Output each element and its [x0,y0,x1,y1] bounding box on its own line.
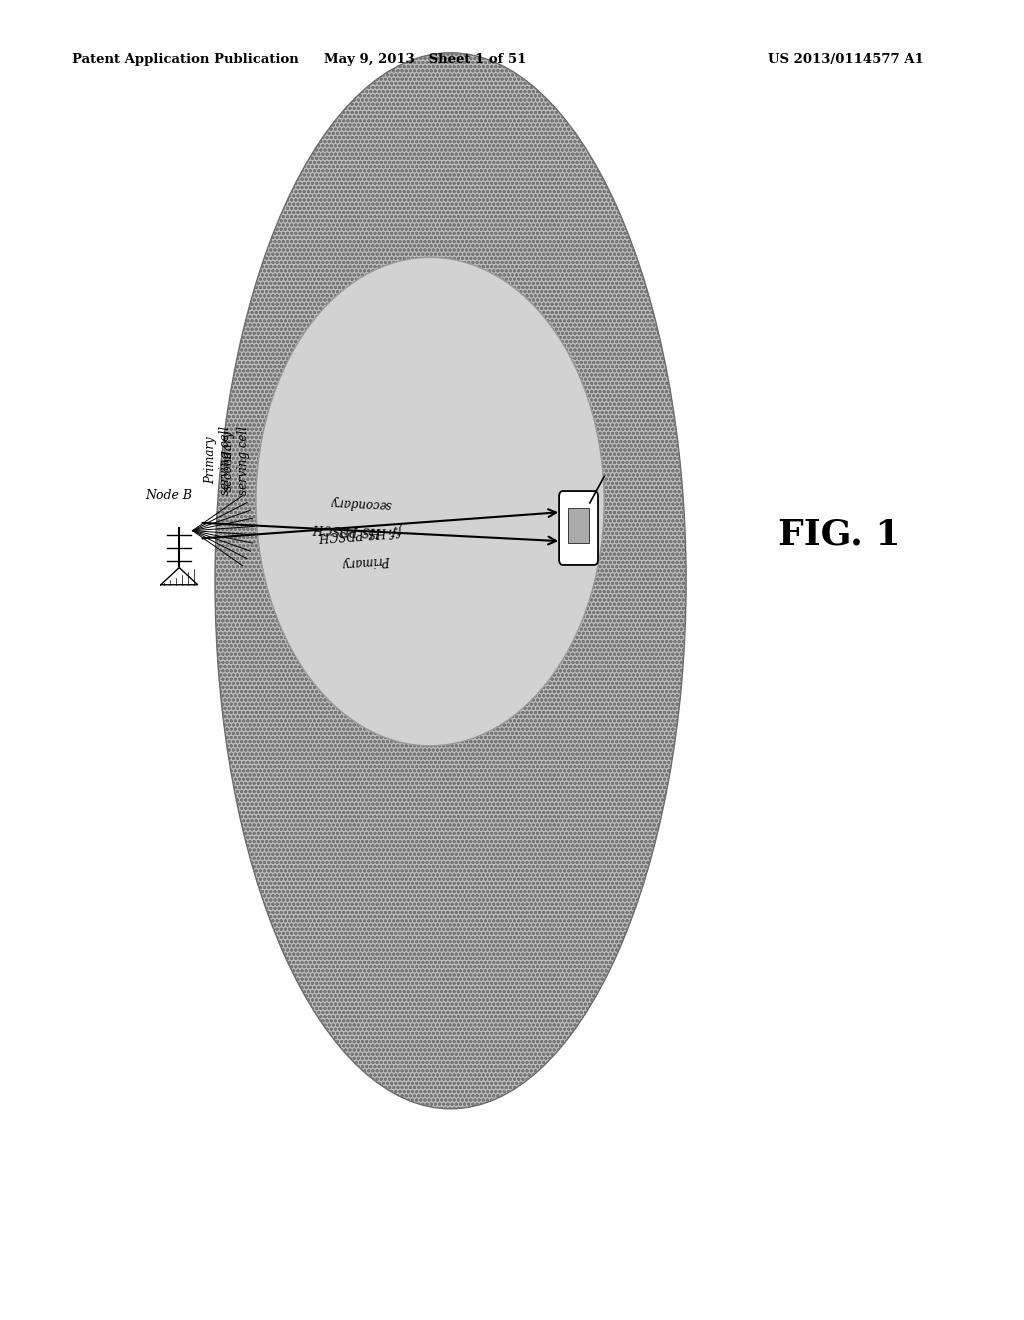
Text: Node B: Node B [145,488,193,502]
Bar [567,508,590,543]
Text: secondary
serving cell: secondary serving cell [221,426,250,495]
Text: f₂  HS-PDSCH: f₂ HS-PDSCH [319,523,403,543]
Ellipse shape [256,257,604,746]
Ellipse shape [215,53,686,1109]
Text: secondary: secondary [330,495,392,511]
Text: Patent Application Publication: Patent Application Publication [72,53,298,66]
Text: May 9, 2013   Sheet 1 of 51: May 9, 2013 Sheet 1 of 51 [324,53,526,66]
FancyBboxPatch shape [559,491,598,565]
Text: FIG. 1: FIG. 1 [778,517,901,552]
Text: US 2013/0114577 A1: US 2013/0114577 A1 [768,53,924,66]
Text: Primary: Primary [342,553,391,570]
Text: f₁  HS-PDSCH: f₁ HS-PDSCH [313,520,398,537]
Text: Primary
serving cell: Primary serving cell [204,426,232,495]
Polygon shape [161,568,198,585]
